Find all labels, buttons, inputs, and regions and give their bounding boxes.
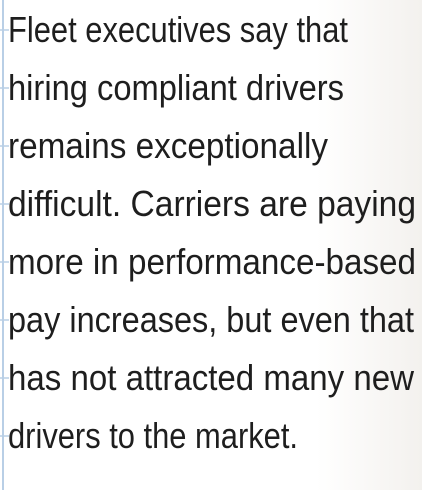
text-line: pay increases, but even that [8,299,414,340]
text-line: drivers to the market. [8,415,298,456]
text-line: remains exceptionally [8,125,328,166]
text-line: hiring compliant drivers [8,67,344,108]
text-line: difficult. Carriers are paying [8,183,416,224]
text-line: more in performance-based [8,241,416,282]
text-line: has not attracted many new [8,357,415,398]
text-line: Fleet executives say that [8,9,348,50]
paragraph: Fleet executives say that hiring complian… [8,9,416,456]
rule-ticks [0,29,9,437]
